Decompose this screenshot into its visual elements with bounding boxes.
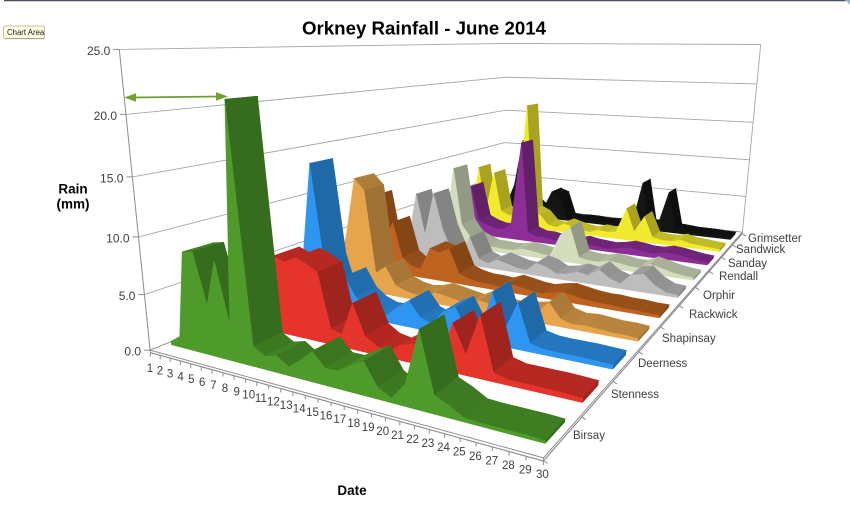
svg-text:12: 12 (267, 396, 280, 408)
svg-text:15: 15 (306, 407, 319, 419)
svg-text:27: 27 (485, 455, 498, 467)
svg-text:25.0: 25.0 (87, 44, 111, 58)
svg-text:19: 19 (362, 422, 375, 434)
svg-text:Shapinsay: Shapinsay (662, 333, 716, 345)
svg-text:Rendall: Rendall (719, 271, 758, 283)
svg-text:29: 29 (519, 464, 532, 476)
svg-text:Chart Area: Chart Area (7, 28, 45, 37)
svg-text:5: 5 (188, 374, 194, 386)
svg-text:8: 8 (222, 383, 228, 395)
svg-text:20: 20 (376, 426, 389, 438)
svg-text:0.0: 0.0 (124, 345, 141, 359)
svg-text:Rackwick: Rackwick (689, 309, 738, 321)
svg-text:Rain: Rain (58, 182, 87, 197)
svg-text:Stenness: Stenness (611, 389, 659, 401)
svg-text:Sandwick: Sandwick (736, 244, 785, 256)
svg-text:20.0: 20.0 (94, 109, 118, 123)
svg-text:15.0: 15.0 (100, 171, 124, 185)
svg-text:25: 25 (453, 447, 466, 459)
svg-text:Sanday: Sanday (728, 258, 767, 270)
svg-text:Deerness: Deerness (638, 358, 687, 370)
svg-text:Date: Date (337, 483, 367, 498)
svg-text:21: 21 (391, 430, 404, 442)
svg-text:17: 17 (333, 414, 346, 426)
svg-text:23: 23 (422, 438, 435, 450)
svg-text:Grimsetter: Grimsetter (748, 233, 802, 245)
svg-text:9: 9 (233, 386, 239, 398)
svg-text:7: 7 (210, 380, 216, 392)
svg-text:Orphir: Orphir (703, 290, 735, 302)
svg-text:(mm): (mm) (57, 197, 90, 212)
svg-text:13: 13 (280, 400, 293, 412)
svg-text:28: 28 (502, 460, 515, 472)
svg-text:10: 10 (242, 390, 255, 402)
svg-text:6: 6 (199, 377, 205, 389)
svg-text:10.0: 10.0 (106, 231, 130, 245)
svg-text:22: 22 (406, 434, 419, 446)
svg-text:4: 4 (177, 371, 184, 383)
svg-text:30: 30 (536, 469, 549, 481)
svg-text:26: 26 (469, 451, 482, 463)
svg-text:5.0: 5.0 (119, 289, 136, 303)
svg-text:Orkney Rainfall - June 2014: Orkney Rainfall - June 2014 (302, 18, 547, 39)
svg-text:3: 3 (167, 368, 173, 380)
svg-text:11: 11 (255, 393, 267, 405)
svg-text:24: 24 (437, 442, 450, 454)
svg-text:14: 14 (293, 403, 306, 415)
svg-text:2: 2 (157, 366, 163, 378)
svg-text:18: 18 (347, 418, 360, 430)
svg-text:16: 16 (320, 411, 333, 423)
svg-text:Birsay: Birsay (573, 430, 605, 442)
svg-text:1: 1 (147, 363, 153, 375)
